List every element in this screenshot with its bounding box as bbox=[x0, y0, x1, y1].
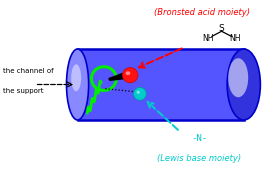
Ellipse shape bbox=[134, 87, 146, 100]
Text: (Bronsted acid moiety): (Bronsted acid moiety) bbox=[154, 8, 250, 17]
Ellipse shape bbox=[71, 64, 81, 91]
Text: NH: NH bbox=[202, 34, 214, 43]
Text: the channel of: the channel of bbox=[3, 68, 53, 74]
Ellipse shape bbox=[66, 49, 89, 120]
Ellipse shape bbox=[122, 68, 138, 83]
Text: the support: the support bbox=[3, 88, 43, 94]
Text: -N-: -N- bbox=[191, 134, 207, 143]
Ellipse shape bbox=[228, 58, 248, 97]
Text: S: S bbox=[219, 24, 224, 33]
Ellipse shape bbox=[137, 91, 140, 94]
Ellipse shape bbox=[227, 49, 260, 120]
Ellipse shape bbox=[126, 71, 130, 75]
Text: NH: NH bbox=[229, 34, 241, 43]
Bar bbox=[78, 49, 244, 120]
Text: (Lewis base moiety): (Lewis base moiety) bbox=[157, 153, 242, 163]
Polygon shape bbox=[109, 72, 129, 80]
